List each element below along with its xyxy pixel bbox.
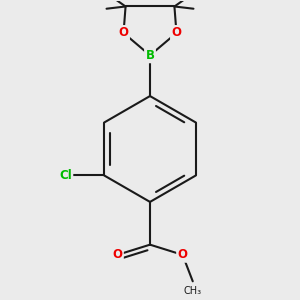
Text: O: O	[112, 248, 122, 261]
Text: O: O	[118, 26, 128, 39]
Text: Cl: Cl	[59, 169, 72, 182]
Text: O: O	[178, 248, 188, 261]
Text: O: O	[172, 26, 182, 39]
Text: CH₃: CH₃	[184, 286, 202, 296]
Text: B: B	[146, 49, 154, 62]
